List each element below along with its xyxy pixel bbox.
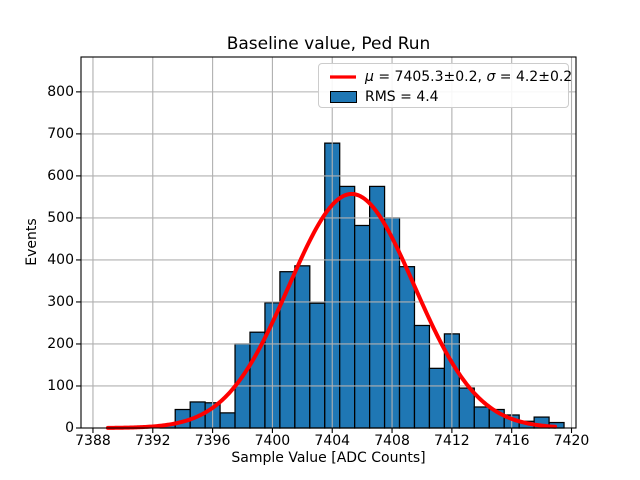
y-tick-label: 400 — [47, 251, 74, 268]
axis-ticks — [76, 91, 573, 433]
chart-title: Baseline value, Ped Run — [226, 34, 431, 54]
legend-rms-label: RMS = 4.4 — [365, 89, 439, 105]
red-line-icon — [330, 75, 356, 79]
y-tick-label: 200 — [47, 335, 74, 352]
y-tick-label: 100 — [47, 377, 74, 394]
x-tick-label: 7404 — [314, 433, 351, 449]
y-tick-label: 600 — [47, 167, 74, 184]
histogram-bar — [249, 331, 266, 429]
histogram-bar — [428, 367, 446, 429]
histogram-bar — [294, 265, 311, 429]
y-tick-label: 300 — [47, 293, 74, 310]
histogram-bar — [339, 185, 356, 429]
x-tick-label: 7392 — [134, 433, 171, 449]
legend-entry-fit: μ = 7405.3±0.2, σ = 4.2±0.2 — [329, 67, 572, 87]
legend-entry-hist: RMS = 4.4 — [329, 87, 560, 107]
x-tick-label: 7416 — [493, 433, 530, 449]
blue-patch-icon — [329, 91, 357, 103]
y-tick-label: 0 — [65, 420, 74, 436]
y-tick-label: 700 — [47, 125, 74, 142]
histogram-bar — [354, 224, 371, 429]
x-tick-label: 7400 — [254, 433, 291, 449]
histogram-bar — [458, 387, 475, 429]
histogram-bar — [413, 324, 431, 429]
x-tick-label: 7412 — [434, 433, 470, 449]
x-axis-label: Sample Value [ADC Counts] — [231, 450, 426, 466]
x-tick-label: 7388 — [75, 433, 111, 449]
histogram-bar — [279, 271, 296, 429]
histogram-bar — [309, 302, 326, 429]
y-tick-label: 500 — [47, 209, 74, 226]
legend-hist-swatch — [329, 91, 357, 103]
histogram-bar — [219, 412, 236, 429]
y-tick-label: 800 — [47, 83, 74, 100]
x-tick-label: 7420 — [553, 433, 590, 449]
histogram-bar — [473, 406, 490, 429]
y-axis-label: Events — [24, 218, 40, 266]
x-tick-label: 7408 — [374, 433, 410, 449]
gaussian-fit-curve — [105, 191, 558, 430]
legend-line-swatch — [329, 74, 357, 80]
histogram-bar — [398, 266, 416, 429]
plot-border — [80, 56, 577, 429]
legend-fit-label: μ = 7405.3±0.2, σ = 4.2±0.2 — [365, 69, 573, 85]
x-tick-label: 7396 — [194, 433, 231, 449]
legend: μ = 7405.3±0.2, σ = 4.2±0.2 RMS = 4.4 — [318, 63, 572, 108]
